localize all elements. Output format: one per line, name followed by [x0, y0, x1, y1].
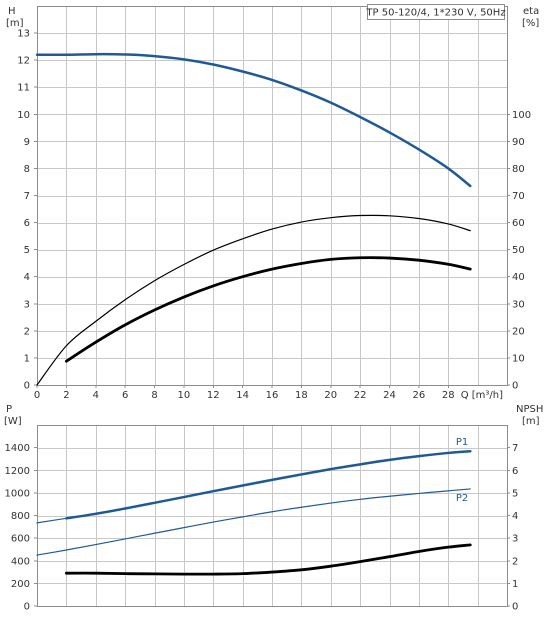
y2-tick-label: 80 — [512, 164, 525, 175]
y-tick-label: 800 — [11, 511, 30, 522]
y2-tick-label: 3 — [512, 534, 518, 545]
x-axis-label: Q [m³/h] — [461, 390, 503, 401]
y2-tick-label: 6 — [512, 466, 518, 477]
x-tick-label: 10 — [178, 390, 191, 401]
series-label: P2 — [456, 493, 468, 504]
x-tick-label: 18 — [295, 390, 308, 401]
y-tick-label: 10 — [17, 110, 30, 121]
y-tick-label: 1200 — [5, 466, 30, 477]
y-tick-label: 1000 — [5, 488, 30, 499]
chart-title: TP 50-120/4, 1*230 V, 50Hz — [365, 8, 505, 19]
y2-tick-label: 60 — [512, 218, 525, 229]
x-tick-label: 20 — [324, 390, 337, 401]
p1-extension-curve — [36, 517, 67, 524]
x-tick-label: 24 — [383, 390, 396, 401]
y-tick-label: 6 — [24, 218, 30, 229]
y-tick-label: 4 — [24, 272, 30, 283]
y-tick-label: 400 — [11, 556, 30, 567]
y2-tick-label: 0 — [512, 381, 518, 392]
y-tick-label: 13 — [17, 29, 30, 40]
y2-tick-label: 70 — [512, 191, 525, 202]
y2-tick-label: 90 — [512, 137, 525, 148]
y2-axis-unit: [m] — [522, 416, 540, 427]
y2-tick-label: 20 — [512, 326, 525, 337]
x-tick-label: 12 — [207, 390, 220, 401]
power-npsh-panel: 0 200 400 600 800 1000 1200 1400 0 1 2 3 4 5 6 7 P[W] NPS… — [4, 404, 543, 613]
npsh-curve — [64, 543, 472, 576]
y-axis-label: P — [6, 404, 12, 415]
y-axis-unit: [m] — [6, 18, 24, 29]
y2-tick-label: 100 — [512, 110, 531, 121]
y-tick-label: 0 — [24, 602, 30, 613]
y-tick-label: 1 — [24, 353, 30, 364]
y-tick-label: 3 — [24, 299, 30, 310]
x-tick-label: 6 — [122, 390, 128, 401]
chart-title-box — [367, 4, 505, 20]
y2-tick-label: 50 — [512, 245, 525, 256]
y2-axis-label: eta — [523, 6, 539, 17]
x-tick-label: 8 — [151, 390, 157, 401]
y-tick-label: 1400 — [5, 443, 30, 454]
efficiency-curve-thin — [36, 214, 471, 386]
x-tick-label: 28 — [442, 390, 455, 401]
efficiency-curve-thick — [64, 256, 472, 363]
y-tick-label: 9 — [24, 137, 30, 148]
y2-axis-unit: [%] — [522, 18, 539, 29]
y2-tick-label: 7 — [512, 443, 518, 454]
y2-axis-label: NPSH — [516, 404, 543, 415]
y-axis-unit: [W] — [4, 416, 22, 427]
y-tick-label: 2 — [24, 326, 30, 337]
y2-tick-label: 0 — [512, 602, 518, 613]
x-tick-label: 16 — [266, 390, 279, 401]
y-tick-label: 0 — [24, 381, 30, 392]
x-tick-label: 2 — [63, 390, 69, 401]
y-tick-label: 600 — [11, 534, 30, 545]
p2-power-curve — [36, 488, 471, 556]
x-tick-label: 22 — [354, 390, 367, 401]
y2-tick-label: 10 — [512, 353, 525, 364]
y2-tick-label: 40 — [512, 272, 525, 283]
y2-tick-label: 1 — [512, 579, 518, 590]
x-tick-label: 26 — [413, 390, 426, 401]
y-tick-label: 200 — [11, 579, 30, 590]
y2-tick-label: 2 — [512, 556, 518, 567]
series-label: P1 — [456, 437, 468, 448]
y-tick-label: 7 — [24, 191, 30, 202]
y-tick-label: 5 — [24, 245, 30, 256]
y-axis-label: H — [8, 6, 16, 17]
x-tick-label: 4 — [93, 390, 99, 401]
y-tick-label: 12 — [17, 56, 30, 67]
y-tick-label: 8 — [24, 164, 30, 175]
x-tick-label: 0 — [34, 390, 40, 401]
head-efficiency-panel: 0 2 4 6 8 10 12 14 16 18 20 22 24 26 28 Q [m³/h]0123456… — [6, 4, 539, 401]
p1-power-curve — [65, 450, 472, 520]
y2-tick-label: 5 — [512, 488, 518, 499]
x-tick-label: 14 — [236, 390, 249, 401]
y2-tick-label: 30 — [512, 299, 525, 310]
head-curve — [35, 52, 472, 188]
y-tick-label: 11 — [17, 83, 30, 94]
y2-tick-label: 4 — [512, 511, 518, 522]
